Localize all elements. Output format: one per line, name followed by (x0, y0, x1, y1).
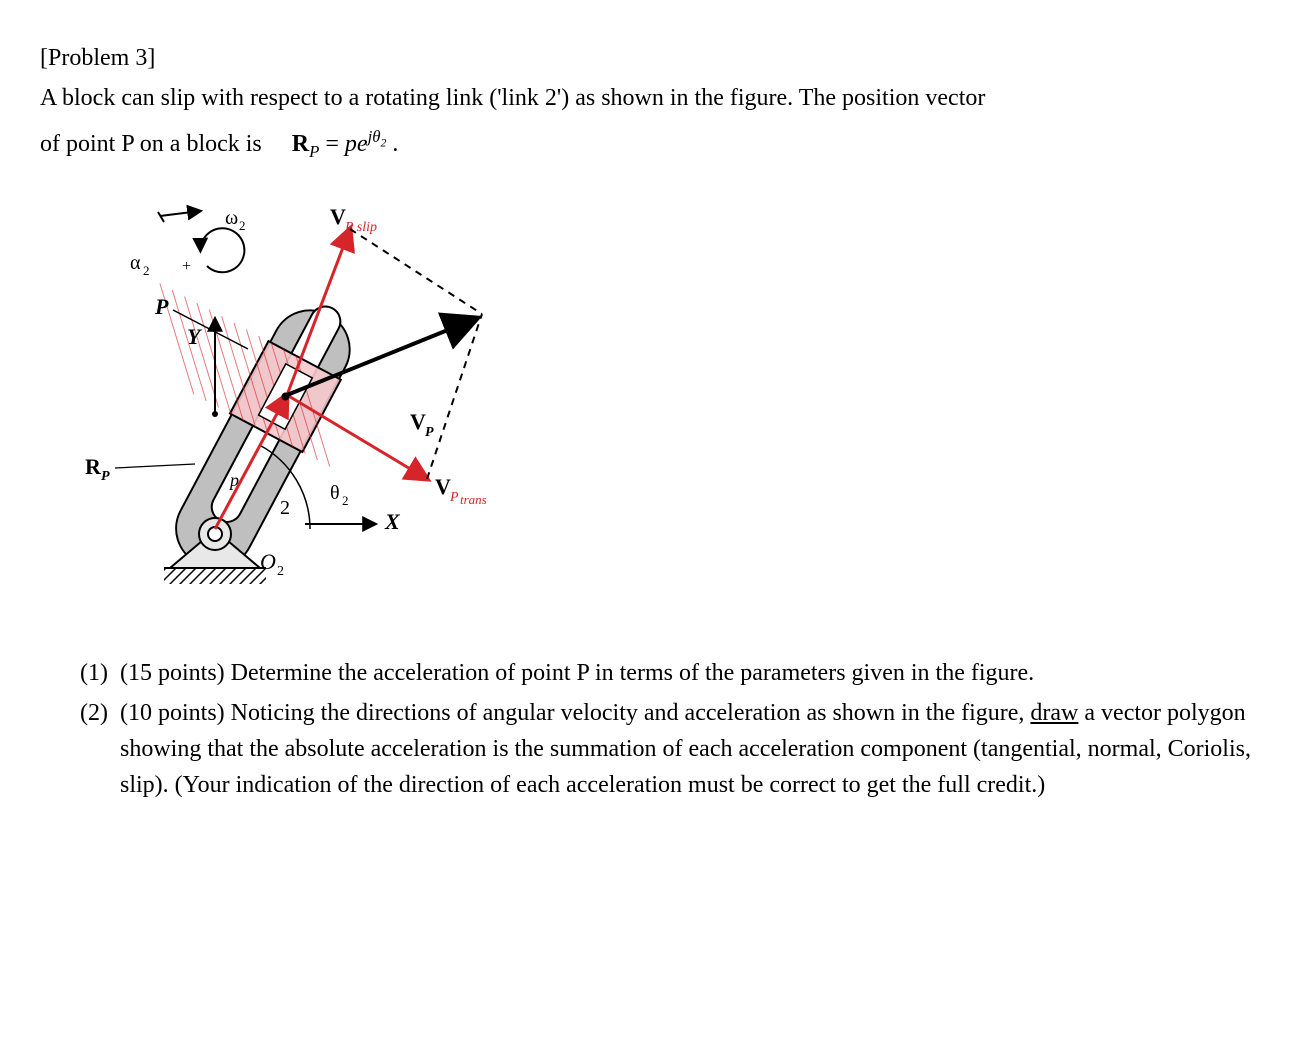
eq-sign: = (325, 131, 345, 157)
eq-R-sub: P (309, 142, 319, 161)
q2-points: (10 points) (120, 700, 231, 726)
svg-text:P slip: P slip (344, 220, 377, 235)
question-1: (1) (15 points) Determine the accelerati… (80, 655, 1251, 691)
svg-text:V: V (435, 474, 451, 499)
desc-pre: of point P on a block is (40, 131, 262, 157)
svg-text:R: R (85, 454, 102, 479)
q1-text: Determine the acceleration of point P in… (231, 660, 1034, 686)
eq-tail: . (392, 131, 398, 157)
figure: YXθ2RPVP slipVPtransVPω2+α2Pp2O2 (40, 184, 1251, 625)
svg-text:α: α (130, 252, 141, 274)
equation-line: of point P on a block is RP = pejθ2 . (40, 124, 1251, 164)
svg-text:Y: Y (187, 324, 203, 349)
problem-desc-line1: A block can slip with respect to a rotat… (40, 80, 1251, 116)
svg-text:2: 2 (280, 497, 290, 519)
svg-text:2: 2 (277, 564, 284, 579)
svg-text:P: P (449, 490, 459, 505)
q2-pre: Noticing the directions of angular veloc… (231, 700, 1031, 726)
svg-text:P: P (154, 294, 169, 319)
svg-text:+: + (182, 258, 191, 275)
svg-text:p: p (228, 470, 239, 490)
questions: (1) (15 points) Determine the accelerati… (80, 655, 1251, 803)
q1-body: (15 points) Determine the acceleration o… (120, 655, 1251, 691)
svg-text:P: P (101, 469, 110, 484)
svg-text:ω: ω (225, 207, 238, 229)
svg-text:2: 2 (239, 218, 246, 233)
eq-R: R (292, 131, 309, 157)
problem-header: [Problem 3] (40, 40, 1251, 76)
svg-text:trans: trans (460, 492, 487, 507)
q1-points: (15 points) (120, 660, 231, 686)
svg-text:2: 2 (143, 263, 150, 278)
svg-text:2: 2 (342, 493, 349, 508)
svg-text:P: P (425, 425, 434, 440)
eq-sup-sub: 2 (381, 136, 387, 149)
svg-text:V: V (410, 409, 426, 434)
svg-text:V: V (330, 204, 346, 229)
q2-underlined: draw (1030, 700, 1078, 726)
svg-text:O: O (260, 549, 276, 574)
q2-body: (10 points) Noticing the directions of a… (120, 695, 1251, 803)
q1-num: (1) (80, 655, 120, 691)
question-2: (2) (10 points) Noticing the directions … (80, 695, 1251, 803)
q2-num: (2) (80, 695, 120, 803)
svg-text:θ: θ (330, 482, 340, 504)
svg-text:X: X (384, 509, 401, 534)
eq-pe: pe (345, 131, 368, 157)
eq-sup-theta: θ (372, 127, 380, 146)
